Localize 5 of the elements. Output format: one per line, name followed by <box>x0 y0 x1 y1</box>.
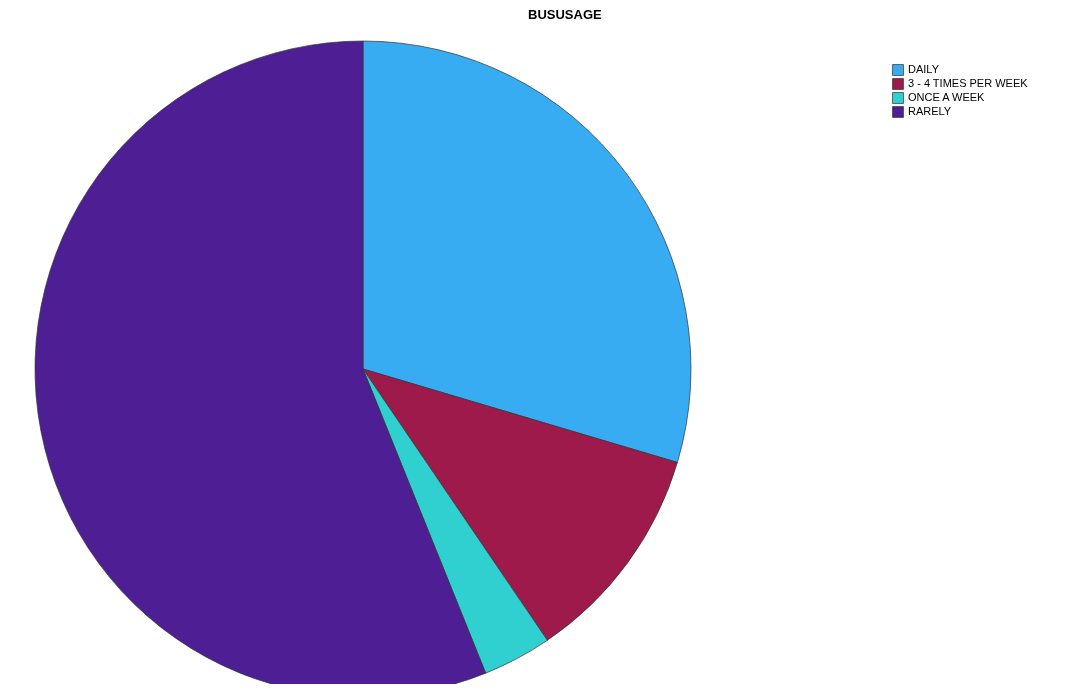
legend-label: DAILY <box>908 63 940 75</box>
legend-label: RARELY <box>908 105 952 117</box>
chart-title: BUSUSAGE <box>528 7 603 22</box>
legend-label: 3 - 4 TIMES PER WEEK <box>908 77 1029 89</box>
legend-label: ONCE A WEEK <box>908 91 986 103</box>
